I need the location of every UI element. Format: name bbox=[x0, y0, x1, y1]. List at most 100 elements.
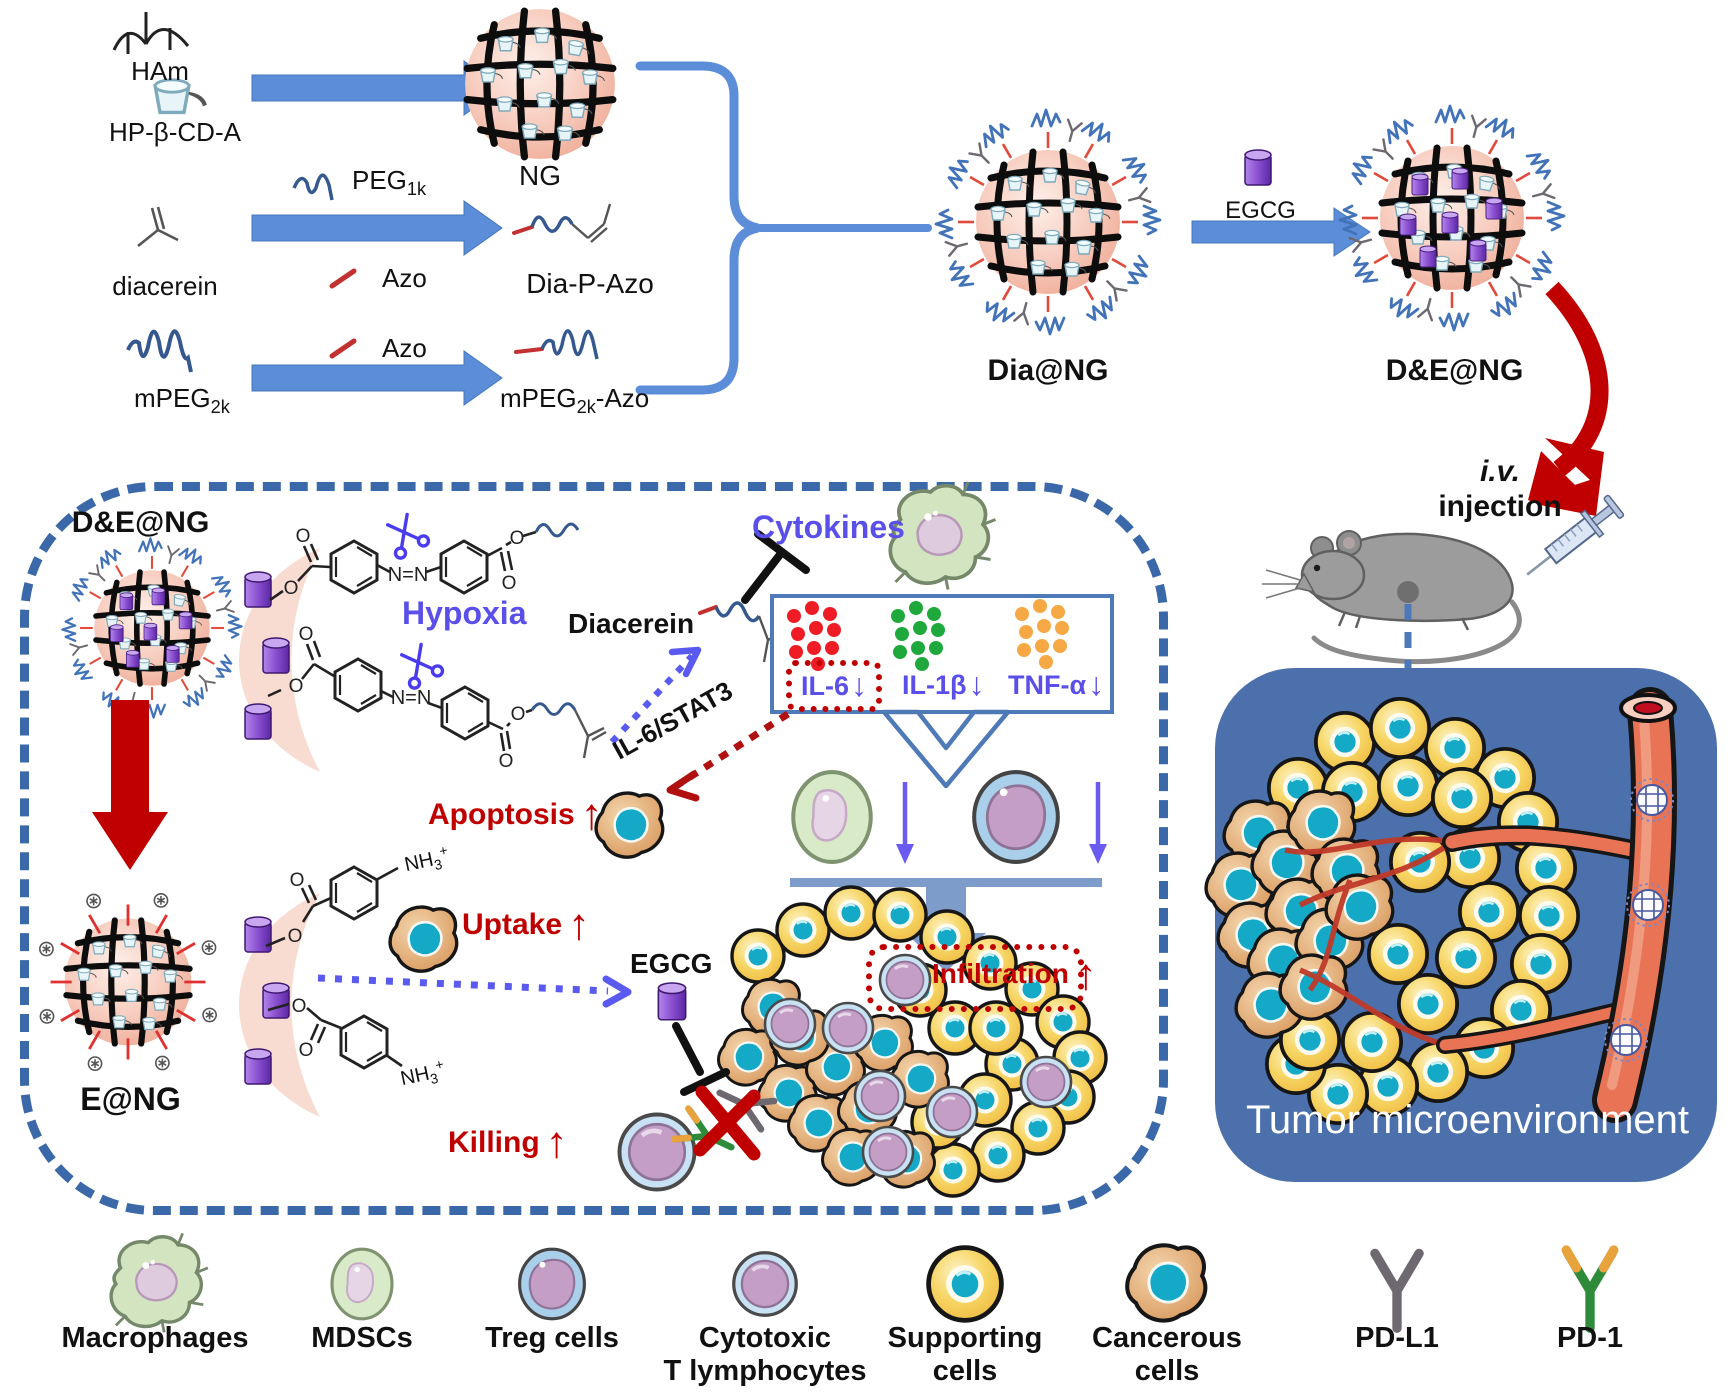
il6-label: IL-6 ↓ bbox=[800, 667, 867, 704]
il6-highlight-box: IL-6 ↓ bbox=[786, 660, 882, 712]
o-atom-label: O bbox=[510, 528, 525, 549]
dia-ng-label: Dia@NG bbox=[987, 354, 1109, 387]
red-curved-arrow bbox=[1528, 281, 1609, 516]
inhibition-bar-egcg bbox=[672, 1022, 730, 1096]
hp-b-cd-a-label: HP-β-CD-A bbox=[109, 117, 241, 147]
dia-p-azo-icon bbox=[512, 203, 612, 243]
il6-stat3-arrow bbox=[666, 711, 790, 802]
pd-interaction bbox=[674, 1079, 774, 1163]
ham-label: HAm bbox=[131, 56, 189, 86]
red-down-arrow bbox=[92, 700, 168, 870]
diacerein-icon bbox=[137, 206, 179, 248]
egcg-box-label: EGCG bbox=[630, 948, 713, 979]
diacerein-label: Diacerein bbox=[568, 608, 695, 639]
injection-label: injection bbox=[1438, 490, 1562, 523]
dia-p-azo-label: Dia-P-Azo bbox=[526, 268, 654, 299]
down-arrow-icon: ↓ bbox=[1088, 666, 1105, 703]
il1b-dots bbox=[891, 601, 945, 671]
down-arrow-icon: ↓ bbox=[851, 667, 867, 704]
o-atom-label: O bbox=[296, 526, 311, 547]
ctl-cell-killing bbox=[620, 1115, 695, 1190]
legend-item-macrophages: Macrophages bbox=[61, 1322, 249, 1354]
ham-icon bbox=[112, 12, 190, 54]
tme-capillaries bbox=[1284, 836, 1454, 1048]
azo-icon-1 bbox=[329, 268, 357, 289]
azo-label-1: Azo bbox=[382, 263, 427, 293]
azo-bond-label: N=N bbox=[388, 564, 429, 586]
box-de-ng-nanogel bbox=[62, 538, 241, 717]
legend-item-pd-1: PD-1 bbox=[1556, 1322, 1624, 1354]
legend-item-supporting-cells: Supporting cells bbox=[887, 1322, 1043, 1388]
uptake-cancer-cell bbox=[388, 905, 459, 973]
hypoxia-release-arrow bbox=[609, 646, 702, 745]
o-atom-label: O bbox=[299, 1040, 314, 1061]
peg1k-icon bbox=[292, 173, 334, 201]
macrophage-cell bbox=[888, 480, 998, 592]
o-atom-label: O bbox=[284, 578, 299, 599]
legend-item-pd-l1: PD-L1 bbox=[1355, 1322, 1439, 1354]
released-diacerein-icon bbox=[698, 601, 788, 663]
tnfa-dots bbox=[1015, 599, 1069, 669]
iv-label: i.v. bbox=[1479, 455, 1521, 488]
mdsc-cell bbox=[793, 772, 871, 862]
scissors-icon bbox=[393, 639, 446, 692]
azobenzene-structure-2 bbox=[267, 640, 607, 759]
peg1k-label: PEG1k bbox=[352, 165, 427, 200]
eng-nanogel bbox=[40, 894, 216, 1070]
diacerein-reagent-label: diacerein bbox=[112, 271, 218, 301]
amine-structure-1 bbox=[265, 865, 399, 948]
o-atom-label: O bbox=[511, 704, 526, 725]
de-ng-nanogel bbox=[1340, 106, 1564, 330]
o-atom-label: O bbox=[299, 624, 314, 645]
up-arrow-icon: ↑ bbox=[1074, 950, 1097, 999]
up-arrow-icon: ↑ bbox=[580, 790, 603, 839]
atom-labels: O O O O N=N O O O O N=N O O O O bbox=[284, 526, 526, 1061]
azo-icon-2 bbox=[329, 338, 357, 359]
amine-structure-2 bbox=[267, 1002, 403, 1070]
mpeg2k-azo-label: mPEG2k-Azo bbox=[500, 383, 650, 418]
egcg-cylinder-top bbox=[1244, 149, 1272, 186]
o-atom-label: O bbox=[499, 751, 514, 772]
o-atom-label: O bbox=[292, 996, 307, 1017]
mpeg2k-label: mPEG2k bbox=[134, 383, 230, 418]
legend-item-cancerous-cells: Cancerous cells bbox=[1092, 1322, 1242, 1388]
mouse-icon bbox=[1262, 530, 1522, 665]
mechanism-dashed-box bbox=[20, 482, 1168, 1215]
merge-brace bbox=[635, 61, 760, 395]
down-arrow-icon bbox=[896, 782, 914, 864]
red-x-icon bbox=[693, 1085, 761, 1161]
uptake-label: Uptake ↑ bbox=[462, 900, 591, 949]
infiltration-box bbox=[866, 944, 1084, 1012]
egcg-top-label: EGCG bbox=[1225, 197, 1296, 224]
box-de-ng-label: D&E@NG bbox=[71, 506, 210, 539]
apoptosis-label: Apoptosis ↑ bbox=[428, 790, 603, 839]
dia-ng-nanogel bbox=[936, 110, 1160, 334]
arrow-egcg-loading bbox=[1191, 207, 1371, 257]
azo-bond-label: N=N bbox=[391, 687, 432, 709]
azo-label-2: Azo bbox=[382, 333, 427, 363]
tnfa-label: TNF-α ↓ bbox=[1008, 666, 1105, 703]
down-arrow-icon bbox=[1089, 782, 1107, 864]
up-arrow-icon: ↑ bbox=[545, 1118, 568, 1167]
egcg-release-cone-1 bbox=[239, 548, 320, 772]
legend-item-treg-cells: Treg cells bbox=[485, 1322, 619, 1354]
egcg-release-cone-2 bbox=[239, 893, 320, 1117]
syringe-icon bbox=[1526, 494, 1625, 576]
killing-label: Killing ↑ bbox=[448, 1118, 568, 1167]
ng-label: NG bbox=[519, 160, 561, 191]
apoptosis-cancer-cell bbox=[594, 791, 665, 859]
legend-item-cytotoxic-t: Cytotoxic T lymphocytes bbox=[663, 1322, 867, 1388]
cytokines-label: Cytokines bbox=[752, 509, 905, 545]
eng-label: E@NG bbox=[80, 1081, 181, 1117]
infiltration-label: Infiltration ↑ bbox=[932, 950, 1097, 999]
o-atom-label: O bbox=[289, 676, 304, 697]
arrow-synthesis-2 bbox=[251, 200, 503, 256]
egcg-cylinder-box bbox=[657, 982, 687, 1021]
tumor-cluster bbox=[717, 885, 1108, 1198]
tme-label: Tumor microenvironment bbox=[1245, 1098, 1690, 1142]
ng-nanogel bbox=[465, 9, 615, 159]
chevron-down-arrow bbox=[881, 709, 1011, 789]
mpeg2k-icon bbox=[126, 329, 193, 373]
legend-item-mdscs: MDSCs bbox=[311, 1322, 413, 1354]
